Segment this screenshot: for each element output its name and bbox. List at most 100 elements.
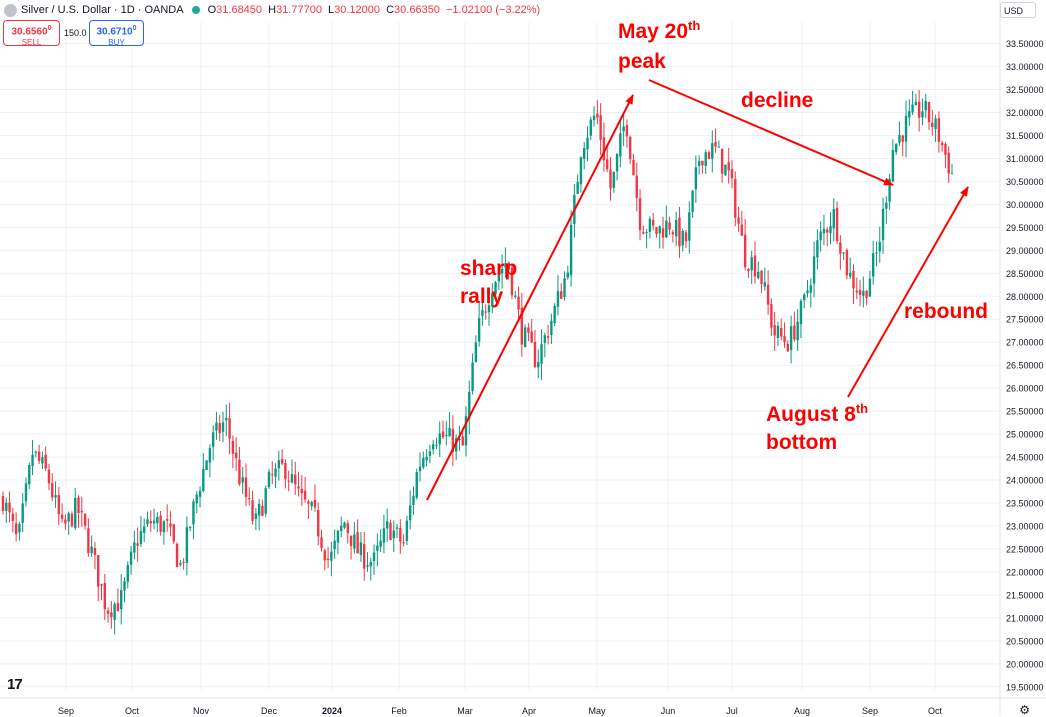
candle-body [648,218,652,232]
candle-body [661,228,665,238]
candle-body [34,451,38,453]
candle-body [408,505,412,521]
candle-body [711,143,714,159]
y-tick-label: 24.00000 [1006,476,1044,486]
candle-body [264,488,267,514]
candle-body [103,582,106,610]
silver-symbol-icon [4,3,17,17]
candle-body [550,320,553,336]
candle-body [182,561,185,563]
candle-body [908,111,911,118]
candle-body [385,521,389,529]
candle-body [727,162,730,171]
candle-body [862,290,865,296]
candle-body [363,544,366,569]
x-tick-label: Aug [794,706,810,716]
candle-body [294,474,297,485]
candle-body [323,550,327,561]
candle-body [914,101,918,106]
candle-body [891,149,895,182]
candle-body [901,135,904,142]
candle-body [346,523,349,534]
candle-body [149,521,152,524]
candle-body [927,102,931,123]
candle-body [215,422,218,431]
candle-body [809,285,812,293]
buy-button[interactable]: 30.67100 BUY [89,20,144,47]
candle-body [494,282,497,295]
candle-body [681,231,684,246]
symbol-title[interactable]: Silver / U.S. Dollar · 1D · OANDA [21,4,184,16]
candle-body [261,505,264,516]
candle-body [757,271,760,279]
gear-icon[interactable]: ⚙ [1019,703,1030,717]
candle-body [507,262,510,270]
candle-body [527,327,530,333]
candle-body [251,500,254,521]
candle-body [474,342,478,363]
x-tick-label: Jun [661,706,676,716]
candle-body [343,522,346,528]
currency-selector[interactable]: USD [1000,2,1036,18]
candle-body [14,523,18,535]
candle-body [832,209,835,229]
candle-body [921,111,924,118]
sell-button[interactable]: 30.65600 SELL [3,20,60,47]
y-tick-label: 22.50000 [1006,544,1044,554]
candle-body [353,534,356,549]
candle-body [41,457,44,464]
candle-body [136,543,139,546]
candle-body [894,143,898,153]
candle-body [786,343,790,352]
y-tick-label: 26.00000 [1006,384,1044,394]
candle-body [448,427,451,437]
candle-body [704,152,707,166]
candle-body [93,547,97,555]
candle-body [753,255,757,277]
candle-body [806,290,809,294]
candle-body [254,513,258,520]
candle-body [826,229,829,233]
rebound-arrow [847,186,969,398]
candle-body [481,310,484,316]
candle-body [796,321,799,341]
tradingview-logo-icon: 17 [7,676,23,693]
y-tick-label: 30.50000 [1006,177,1044,187]
x-tick-label: 2024 [322,706,342,716]
candle-body [441,431,445,438]
candle-body [885,202,888,209]
candle-body [211,432,215,447]
candle-body [540,344,543,364]
candle-body [116,602,120,612]
candle-body [599,115,602,140]
candle-body [694,167,698,190]
candle-body [77,497,80,513]
candle-body [740,224,744,236]
candle-body [47,469,51,484]
candle-body [645,232,648,234]
candle-body [560,291,563,299]
candle-body [451,429,455,452]
candle-body [152,520,156,524]
candle-body [418,466,422,472]
candle-body [175,543,179,568]
y-tick-label: 33.50000 [1006,39,1044,49]
candle-body [238,459,241,485]
candle-body [504,263,507,268]
y-tick-label: 32.50000 [1006,85,1044,95]
candle-body [241,477,244,483]
candle-body [793,325,796,340]
y-tick-label: 21.50000 [1006,590,1044,600]
candle-body [445,435,448,437]
candle-body [139,530,143,544]
candle-body [297,486,300,489]
candle-body [855,290,858,293]
candle-body [537,361,540,368]
candle-body [635,175,638,198]
candle-body [822,228,826,234]
x-tick-label: Nov [193,706,210,716]
candle-body [842,252,845,254]
candle-body [829,226,832,234]
candle-body [569,224,573,276]
